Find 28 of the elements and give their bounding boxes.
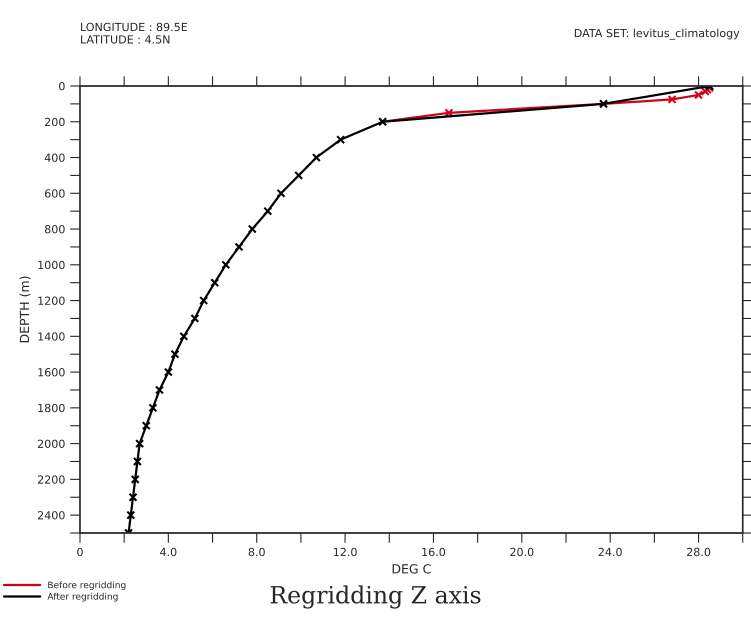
y-tick-label: 2200 (38, 475, 65, 484)
text: LONGITUDE : 89.5E LATITUDE : 4.5N (81, 22, 188, 44)
y-axis-title: DEPTH (m) (19, 276, 31, 342)
legend-label: After regridding (47, 592, 118, 602)
y-tick-label: 1200 (38, 296, 65, 305)
y-tick-label: 2000 (38, 440, 65, 448)
x-tick-label: 24.0 (598, 548, 622, 556)
y-tick-label: 800 (44, 225, 65, 234)
y-tick-label: 1600 (38, 368, 65, 376)
text: DATA SET: levitus_climatology (574, 28, 740, 40)
x-tick-label: 8.0 (248, 548, 265, 556)
x-tick-label: 12.0 (334, 548, 357, 556)
y-tick-label: 2400 (38, 511, 65, 520)
y-tick-label: 1000 (38, 260, 65, 270)
x-tick-label: 20.0 (510, 548, 534, 556)
y-tick-label: 1400 (38, 332, 65, 341)
x-axis-title: DEG C (392, 564, 431, 574)
x-tick-label: 16.0 (422, 548, 446, 556)
y-tick-label: 1800 (38, 404, 65, 412)
x-tick-label: 28.0 (687, 548, 710, 556)
y-tick-label: 400 (44, 154, 65, 162)
x-tick-label: 4.0 (160, 548, 176, 556)
x-tick-label: 0 (77, 548, 83, 556)
text: Regridding Z axis (270, 585, 480, 609)
y-tick-label: 600 (44, 189, 65, 198)
legend-label: Before regridding (48, 581, 126, 590)
y-tick-label: 0 (59, 82, 65, 90)
y-tick-label: 200 (45, 118, 65, 126)
